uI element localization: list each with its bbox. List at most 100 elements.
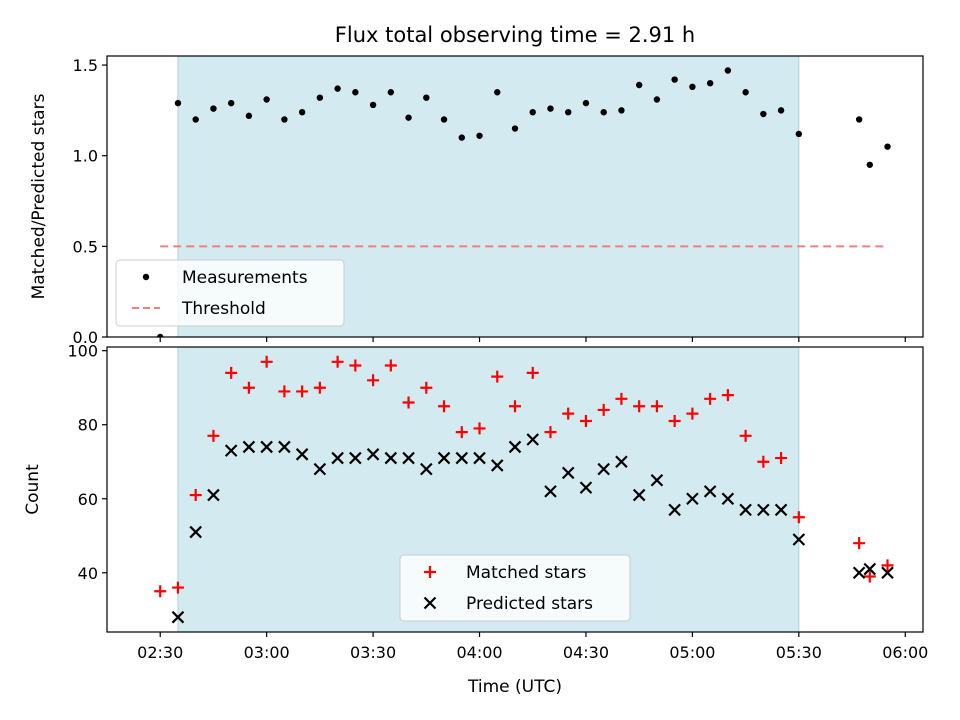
data-point-shape <box>157 333 164 337</box>
data-point <box>653 96 661 103</box>
data-point-shape <box>260 355 273 368</box>
data-point <box>349 451 362 465</box>
data-point-shape <box>437 451 451 465</box>
x-tick-label: 05:00 <box>669 643 715 662</box>
data-point-shape <box>775 452 788 465</box>
data-point <box>455 426 468 439</box>
data-point-shape <box>757 455 770 468</box>
y-tick-label: 0.0 <box>73 328 98 347</box>
data-point-shape <box>367 374 380 387</box>
data-point <box>473 451 486 465</box>
data-point-shape <box>706 79 714 87</box>
data-point <box>157 333 164 337</box>
data-point <box>207 429 220 442</box>
data-point <box>260 440 273 454</box>
data-point-shape <box>544 426 557 439</box>
data-point-shape <box>721 492 735 506</box>
data-point-shape <box>313 381 326 394</box>
data-point <box>245 112 253 120</box>
data-point <box>423 94 430 101</box>
data-point-shape <box>174 99 182 107</box>
legend-marker <box>424 566 436 578</box>
data-point <box>189 525 202 539</box>
data-point-shape <box>387 89 395 96</box>
data-point <box>774 503 788 517</box>
data-point <box>313 381 326 394</box>
data-point <box>402 451 415 465</box>
data-point-shape <box>866 161 873 168</box>
data-point-shape <box>192 116 199 123</box>
data-point <box>295 448 309 461</box>
data-point <box>154 585 167 598</box>
data-point-shape <box>225 366 238 379</box>
data-point-shape <box>295 448 309 461</box>
data-point-shape <box>671 76 678 83</box>
data-point <box>706 79 714 87</box>
series-1 <box>157 67 891 337</box>
data-point-shape <box>420 462 433 476</box>
series-2 <box>171 433 894 624</box>
data-point <box>561 466 575 480</box>
series-1 <box>154 355 894 598</box>
data-point-shape <box>352 89 359 96</box>
data-point <box>724 67 732 74</box>
legend-box <box>115 259 345 327</box>
data-point-shape <box>686 407 699 420</box>
data-point-shape <box>490 459 504 472</box>
data-point-shape <box>615 455 628 469</box>
data-point <box>298 109 306 116</box>
data-point-shape <box>298 109 306 116</box>
data-point-shape <box>509 400 521 413</box>
data-point <box>313 462 327 476</box>
data-point <box>757 503 770 517</box>
data-point-shape <box>863 562 877 576</box>
data-point <box>473 422 486 435</box>
y-tick-label: 80 <box>78 416 98 435</box>
data-point <box>529 109 536 116</box>
data-point <box>511 125 519 132</box>
data-point-shape <box>561 466 575 480</box>
data-point-shape <box>633 400 646 413</box>
data-point-shape <box>597 403 610 416</box>
data-point-shape <box>316 94 324 101</box>
data-point-shape <box>721 389 734 402</box>
data-point-shape <box>207 429 220 442</box>
x-tick-label: 02:30 <box>137 643 183 662</box>
data-point-shape <box>526 433 540 446</box>
y-tick-label: 1.5 <box>73 56 98 75</box>
data-point <box>171 610 185 624</box>
data-point-shape <box>189 489 202 502</box>
data-point <box>855 116 863 123</box>
y-axis-label: Matched/Predicted stars <box>29 93 49 299</box>
data-point <box>597 462 610 476</box>
data-point-shape <box>668 503 681 517</box>
data-point <box>853 537 866 550</box>
data-point <box>689 83 696 91</box>
data-point-shape <box>473 422 486 435</box>
data-point-shape <box>792 533 806 546</box>
data-point <box>227 99 235 107</box>
legend-entry: Threshold <box>181 299 266 319</box>
data-point <box>565 109 572 116</box>
data-point <box>420 381 433 394</box>
data-point <box>384 451 398 465</box>
data-point <box>884 143 891 150</box>
data-point-shape <box>579 415 592 428</box>
y-tick-label: 60 <box>78 490 98 509</box>
x-tick-label: 03:30 <box>350 643 396 662</box>
data-point <box>189 489 202 502</box>
plot-area <box>157 67 891 337</box>
data-point <box>384 359 397 372</box>
data-point-shape <box>742 89 749 96</box>
data-point-shape <box>650 400 663 413</box>
data-point <box>881 566 894 580</box>
legend-marker-shape <box>424 566 436 578</box>
data-point <box>579 481 593 494</box>
data-point-shape <box>473 451 486 465</box>
data-point <box>526 433 540 446</box>
x-tick-label: 05:30 <box>776 643 822 662</box>
data-point-shape <box>852 566 866 580</box>
data-point-shape <box>334 85 341 92</box>
y-tick-label: 40 <box>78 564 98 583</box>
